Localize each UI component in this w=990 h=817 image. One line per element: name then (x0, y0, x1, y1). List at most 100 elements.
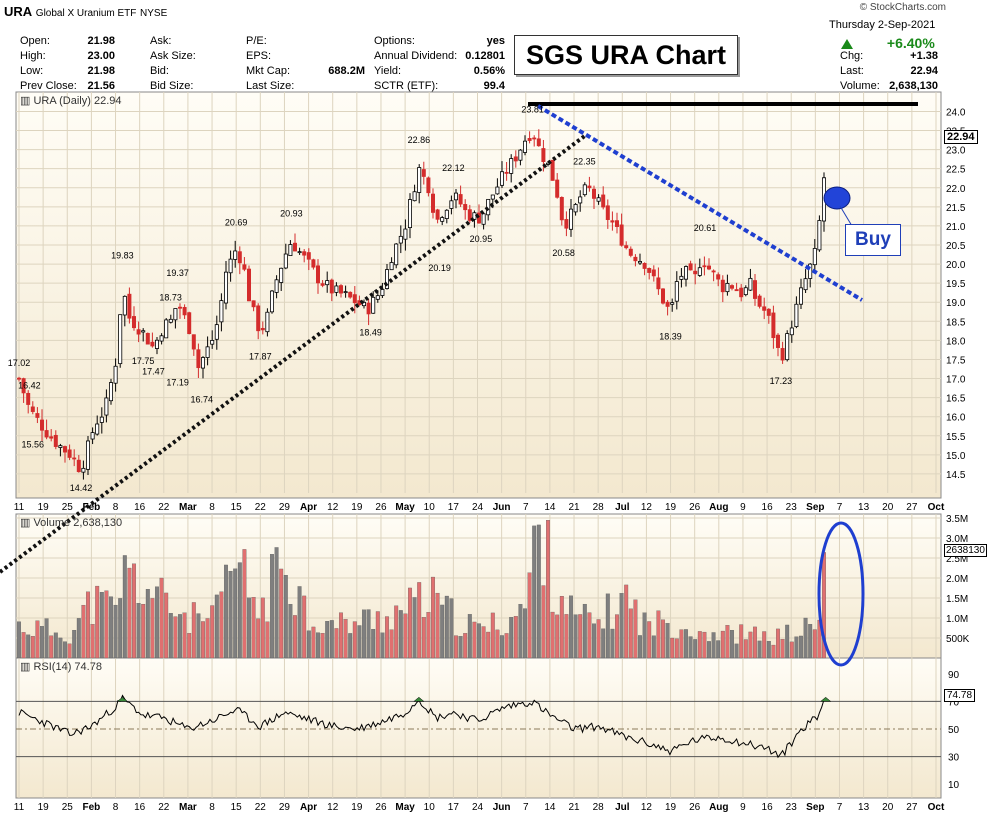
candle-body (237, 251, 242, 264)
volume-bar (205, 618, 210, 659)
x-tick-label: 19 (665, 802, 677, 813)
candle-body (582, 184, 587, 196)
volume-tag: 2638130 (944, 544, 987, 557)
x-tick-label: 8 (209, 502, 215, 513)
price-callout: 17.02 (8, 358, 31, 368)
volume-bar (49, 635, 54, 659)
x-tick-label: 22 (158, 802, 170, 813)
quote-value: 21.56 (87, 80, 115, 92)
candle-body (371, 296, 376, 314)
quote-label: Mkt Cap: (246, 65, 291, 77)
rsi-panel-label: ▥ RSI(14) 74.78 (20, 661, 102, 673)
candle-body (375, 295, 380, 300)
volume-bar (279, 568, 284, 659)
y-tick-label: 22.5 (946, 165, 966, 176)
price-callout: 22.12 (442, 163, 465, 173)
price-callout: 16.74 (190, 394, 213, 404)
x-tick-label: Mar (179, 802, 197, 813)
quote-value: 22.94 (910, 65, 938, 77)
volume-bar (274, 547, 279, 659)
price-callout: 19.37 (166, 268, 189, 278)
volume-bar (638, 635, 642, 659)
volume-bar (743, 639, 748, 659)
x-tick-label: 27 (906, 502, 918, 513)
price-callout: 18.49 (359, 328, 382, 338)
x-tick-label: 29 (279, 802, 291, 813)
candle-body (389, 262, 394, 271)
volume-bar (716, 640, 721, 659)
volume-bar (86, 591, 90, 659)
x-tick-label: 10 (424, 502, 436, 513)
volume-bar (348, 633, 353, 659)
volume-bar (109, 596, 113, 659)
rsi-tag: 74.78 (944, 689, 976, 702)
quote-date: Thursday 2-Sep-2021 (829, 19, 936, 31)
quote-label: Bid: (150, 65, 169, 77)
candle-body (757, 295, 762, 307)
candle-body (86, 440, 91, 470)
candle-body (596, 197, 601, 202)
x-tick-label: 25 (62, 502, 74, 513)
x-tick-label: 20 (882, 502, 894, 513)
volume-bar (288, 604, 293, 659)
candle-body (527, 138, 532, 141)
volume-bar (546, 520, 550, 659)
candle-body (730, 285, 735, 289)
volume-bar (40, 626, 44, 659)
candle-body (187, 312, 192, 334)
y-tick-label: 23.0 (946, 146, 966, 157)
volume-bar (380, 632, 385, 659)
volume-bar (366, 609, 371, 659)
symbol: URA (4, 4, 33, 19)
price-callout: 17.47 (142, 367, 165, 377)
candle-body (536, 138, 541, 147)
rsi-tick-label: 90 (948, 670, 960, 681)
volume-bar (440, 604, 445, 659)
candle-body (817, 220, 822, 251)
support-trendline (0, 133, 588, 574)
candle-body (76, 459, 81, 473)
candle-body (366, 302, 371, 315)
candle-body (725, 282, 730, 293)
quote-value: 23.00 (87, 50, 115, 62)
x-tick-label: 8 (209, 802, 215, 813)
candle-body (458, 194, 463, 205)
candle-body (302, 251, 307, 256)
volume-bar (509, 617, 514, 659)
candle-body (348, 291, 353, 298)
candle-body (656, 277, 661, 290)
volume-bar (642, 612, 647, 659)
volume-bar (500, 635, 504, 659)
volume-bar (293, 615, 297, 659)
volume-bar (30, 636, 35, 659)
candle-body (251, 300, 256, 308)
volume-bar (320, 633, 325, 659)
y-tick-label: 20.5 (946, 241, 966, 252)
volume-bar (339, 612, 343, 659)
quote-label: Chg: (840, 50, 864, 62)
candle-body (380, 289, 385, 296)
volume-bar (357, 625, 362, 659)
candle-body (780, 348, 785, 361)
y-tick-label: 17.0 (946, 375, 966, 386)
volume-bar (311, 626, 316, 659)
candle-body (306, 252, 311, 260)
volume-bar (679, 629, 684, 659)
x-tick-label: 21 (568, 802, 580, 813)
candle-body (320, 283, 325, 286)
candle-body (288, 244, 293, 257)
x-tick-label: 21 (568, 502, 580, 513)
candle-body (260, 327, 265, 331)
candle-body (26, 392, 31, 405)
candle-body (177, 306, 182, 309)
price-callout: 23.81 (521, 105, 544, 115)
volume-bar (417, 582, 422, 659)
volume-bar (555, 614, 560, 659)
quote-label: Last: (840, 65, 864, 77)
candle-body (233, 250, 238, 260)
quote-value: 21.98 (87, 35, 115, 47)
volume-bar (776, 628, 780, 659)
quote-value: +1.38 (910, 50, 938, 62)
x-tick-label: 29 (279, 502, 291, 513)
